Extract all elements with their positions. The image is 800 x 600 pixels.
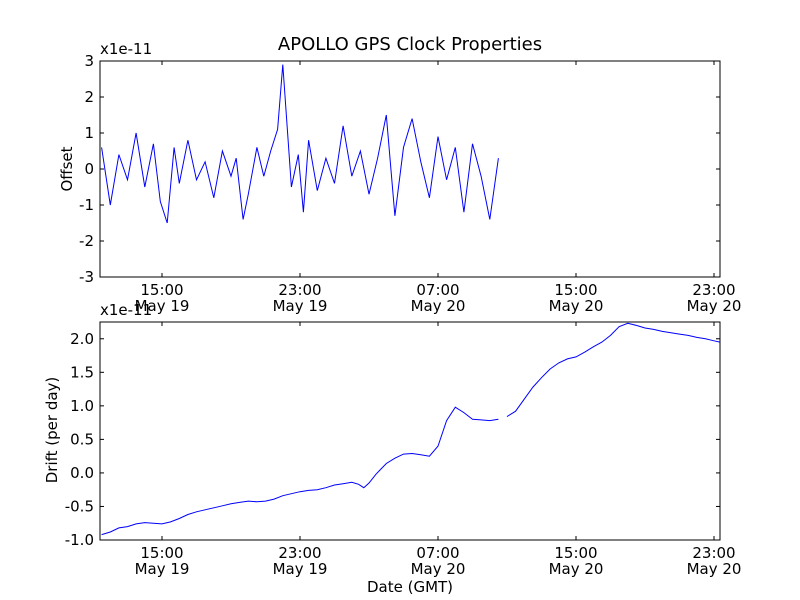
offset-y-tick-label: 0 [84,160,94,178]
offset-x-tick-time: 23:00 [278,281,321,299]
offset-x-tick-time: 23:00 [692,281,735,299]
offset-x-tick-date: May 19 [273,297,328,315]
drift-y-tick-label: -0.5 [65,497,94,515]
offset-y-axis-label: Offset [58,146,76,191]
drift-y-tick-label: 1.5 [70,363,94,381]
drift-series-line [101,406,499,536]
drift-series-line [506,322,721,418]
offset-x-tick-date: May 20 [411,297,466,315]
chart-title: APOLLO GPS Clock Properties [278,34,542,55]
drift-y-tick-label: -1.0 [65,531,94,549]
offset-x-tick-date: May 20 [549,297,604,315]
drift-x-tick-time: 15:00 [554,544,597,562]
drift-y-axis-label: Drift (per day) [43,377,61,484]
offset-y-tick-label: 3 [84,52,94,70]
offset-y-tick-label: -3 [79,268,94,286]
offset-y-tick-label: -1 [79,196,94,214]
drift-x-tick-date: May 19 [135,560,190,578]
offset-chart: APOLLO GPS Clock Properties x1e-11 Offse… [58,34,741,315]
drift-y-tick-label: 1.0 [70,397,94,415]
drift-scale-label: x1e-11 [100,301,152,319]
drift-y-tick-label: 0.5 [70,430,94,448]
drift-x-tick-time: 15:00 [140,544,183,562]
drift-y-tick-label: 0.0 [70,464,94,482]
offset-series-line [101,64,499,224]
drift-y-tick-label: 2.0 [70,330,94,348]
offset-x-tick-time: 15:00 [140,281,183,299]
drift-x-tick-date: May 19 [273,560,328,578]
offset-x-tick-time: 07:00 [416,281,459,299]
drift-x-tick-date: May 20 [549,560,604,578]
drift-x-tick-time: 07:00 [416,544,459,562]
offset-plot-frame [99,60,721,278]
drift-chart: x1e-11 Drift (per day) Date (GMT) -1.0 -0… [43,301,741,596]
drift-x-tick-date: May 20 [411,560,466,578]
offset-x-tick-date: May 19 [135,297,190,315]
offset-y-tick-label: 1 [84,124,94,142]
offset-y-tick-label: -2 [79,232,94,250]
x-axis-label: Date (GMT) [367,578,453,596]
offset-scale-label: x1e-11 [100,40,152,58]
drift-x-tick-time: 23:00 [692,544,735,562]
drift-x-tick-time: 23:00 [278,544,321,562]
offset-y-tick-label: 2 [84,88,94,106]
offset-x-tick-time: 15:00 [554,281,597,299]
drift-plot-frame [99,321,721,541]
offset-x-tick-date: May 20 [687,297,742,315]
drift-x-tick-date: May 20 [687,560,742,578]
